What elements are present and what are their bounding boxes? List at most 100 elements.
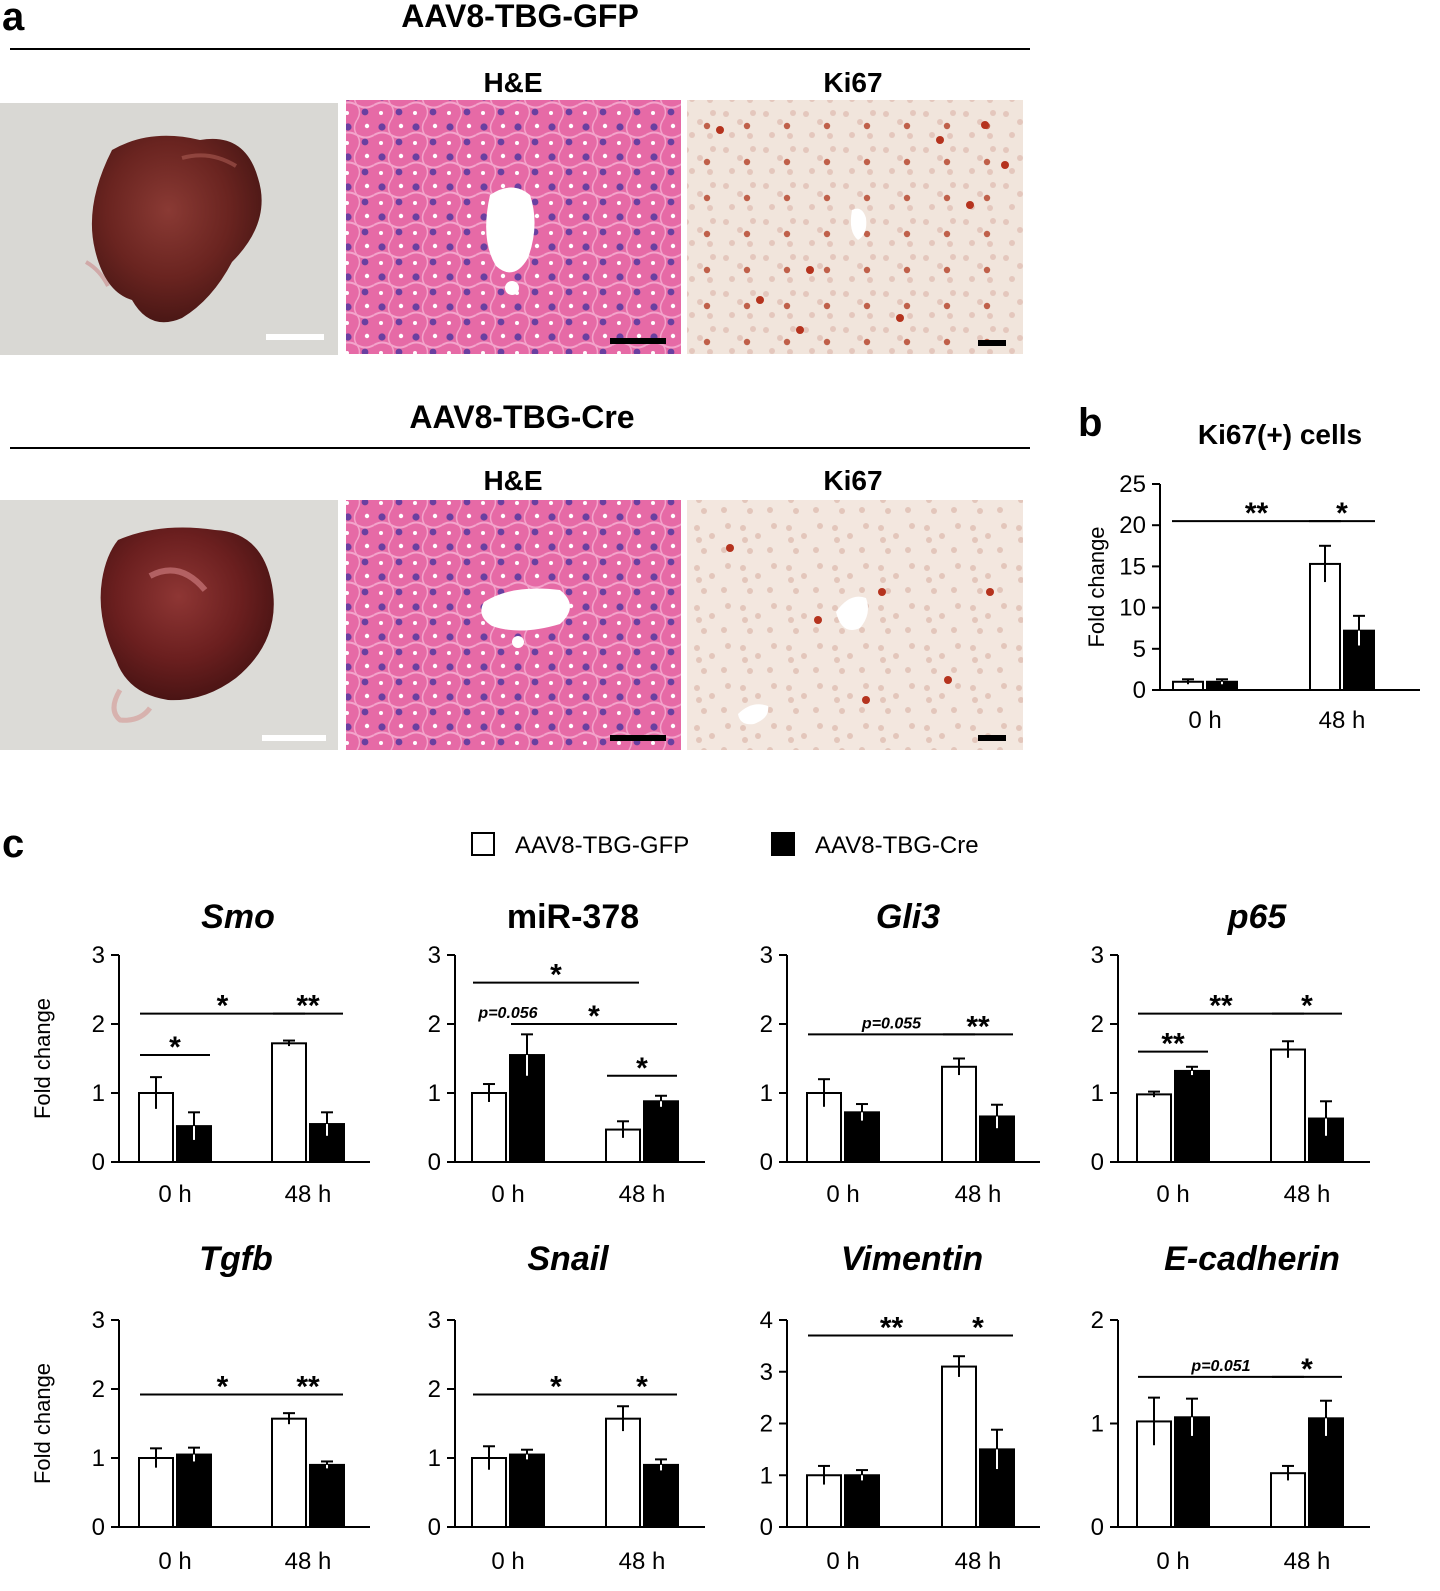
- y-tick-label: 1: [760, 1080, 773, 1107]
- scale-bar: [978, 340, 1006, 346]
- bar-gfp: [605, 1417, 641, 1529]
- he-label-cre: H&E: [483, 465, 542, 496]
- bar-cre: [309, 1463, 345, 1529]
- x-tick-label: 48 h: [285, 1548, 332, 1575]
- significance-label: **: [966, 1010, 990, 1043]
- he-image-cre: [346, 500, 681, 750]
- y-tick-label: 1: [92, 1080, 105, 1107]
- y-tick-label: 2: [92, 1376, 105, 1403]
- scale-bar: [610, 338, 666, 344]
- significance-label: **: [1161, 1028, 1185, 1061]
- y-tick-label: 3: [428, 942, 441, 969]
- chart-title: Smo: [201, 898, 275, 936]
- y-tick-label: 10: [1119, 595, 1146, 622]
- y-axis-label: Fold change: [30, 998, 55, 1119]
- group-title-gfp: AAV8-TBG-GFP: [401, 0, 639, 34]
- p-value-label: p=0.051: [1190, 1358, 1250, 1375]
- chart-ki67: Ki67(+) cells Fold change 0 5 10 15 20 25 0 h 48 …: [1084, 419, 1420, 734]
- significance-label: **: [1209, 990, 1233, 1023]
- y-tick-label: 1: [1091, 1411, 1104, 1438]
- ki67-label-cre: Ki67: [823, 465, 882, 496]
- y-tick-label: 2: [428, 1011, 441, 1038]
- chart-title: Snail: [527, 1240, 610, 1278]
- y-tick-label: 0: [92, 1149, 105, 1176]
- y-tick-label: 0: [428, 1149, 441, 1176]
- legend-label-gfp: AAV8-TBG-GFP: [515, 832, 689, 859]
- bar-gfp: [271, 1042, 307, 1163]
- chart-title: Ki67(+) cells: [1198, 419, 1362, 450]
- chart-title: miR-378: [507, 898, 639, 936]
- significance-label: **: [880, 1312, 904, 1345]
- scale-bar: [266, 334, 324, 340]
- y-tick-label: 0: [92, 1514, 105, 1541]
- significance-label: **: [1245, 497, 1269, 530]
- legend-swatch-gfp: [471, 832, 495, 856]
- x-tick-label: 48 h: [1319, 707, 1366, 734]
- chart-gli3: Gli3 0 1 2 3 0 h 48 h p=0.055 **: [760, 898, 1040, 1208]
- ki67-image-gfp: [687, 100, 1023, 354]
- y-tick-label: 25: [1119, 471, 1146, 498]
- y-tick-label: 1: [760, 1462, 773, 1489]
- chart-title: E-cadherin: [1164, 1240, 1340, 1278]
- significance-label: *: [636, 1052, 648, 1085]
- chart-title: Vimentin: [841, 1240, 983, 1278]
- significance-label: *: [217, 990, 229, 1023]
- significance-label: **: [296, 990, 320, 1023]
- ki67-image-cre: [687, 500, 1023, 750]
- bar-gfp: [271, 1417, 307, 1529]
- p-value-label: p=0.055: [861, 1015, 922, 1032]
- y-tick-label: 1: [428, 1445, 441, 1472]
- y-tick-label: 5: [1133, 636, 1146, 663]
- bar-cre: [509, 1453, 545, 1529]
- x-tick-label: 48 h: [619, 1181, 666, 1208]
- y-tick-label: 2: [92, 1011, 105, 1038]
- significance-label: *: [550, 959, 562, 992]
- bar-cre: [309, 1123, 345, 1164]
- significance-label: *: [550, 1371, 562, 1404]
- significance-label: *: [1336, 497, 1348, 530]
- y-tick-label: 2: [428, 1376, 441, 1403]
- x-tick-label: 48 h: [619, 1548, 666, 1575]
- he-image-gfp: [346, 100, 681, 354]
- x-tick-label: 0 h: [826, 1548, 859, 1575]
- bar-gfp: [941, 1365, 977, 1528]
- he-label-gfp: H&E: [483, 67, 542, 98]
- x-tick-label: 48 h: [955, 1548, 1002, 1575]
- x-tick-label: 0 h: [826, 1181, 859, 1208]
- x-tick-label: 48 h: [285, 1181, 332, 1208]
- legend-swatch-cre: [771, 832, 795, 856]
- chart-title: Gli3: [876, 898, 940, 936]
- x-tick-label: 0 h: [158, 1181, 191, 1208]
- chart-ecadherin: E-cadherin 0 1 2 0 h 48 h p=0.051 *: [1091, 1240, 1370, 1575]
- significance-label: *: [588, 1000, 600, 1033]
- scale-bar: [262, 735, 326, 741]
- y-tick-label: 2: [1091, 1011, 1104, 1038]
- x-tick-label: 48 h: [1284, 1181, 1331, 1208]
- y-tick-label: 20: [1119, 512, 1146, 539]
- bar-gfp: [138, 1457, 174, 1528]
- p-value-label: p=0.056: [477, 1005, 537, 1022]
- y-tick-label: 0: [1091, 1149, 1104, 1176]
- y-tick-label: 1: [1091, 1080, 1104, 1107]
- significance-label: *: [169, 1031, 181, 1064]
- bar-cre: [176, 1453, 212, 1529]
- y-tick-label: 3: [760, 942, 773, 969]
- chart-title: Tgfb: [199, 1240, 273, 1278]
- x-tick-label: 0 h: [1156, 1548, 1189, 1575]
- bar-cre: [643, 1463, 679, 1529]
- y-tick-label: 2: [1091, 1307, 1104, 1334]
- bar-cre: [844, 1474, 880, 1528]
- bar-cre: [1174, 1069, 1210, 1164]
- bar-gfp: [941, 1065, 977, 1164]
- liver-photo-cre: [0, 500, 338, 750]
- x-tick-label: 0 h: [1188, 707, 1221, 734]
- legend-label-cre: AAV8-TBG-Cre: [815, 832, 979, 859]
- y-tick-label: 3: [760, 1359, 773, 1386]
- ki67-label-gfp: Ki67: [823, 67, 882, 98]
- bar-gfp: [471, 1092, 507, 1163]
- x-tick-label: 48 h: [1284, 1548, 1331, 1575]
- panel-letter-a: a: [2, 0, 25, 39]
- significance-label: *: [636, 1371, 648, 1404]
